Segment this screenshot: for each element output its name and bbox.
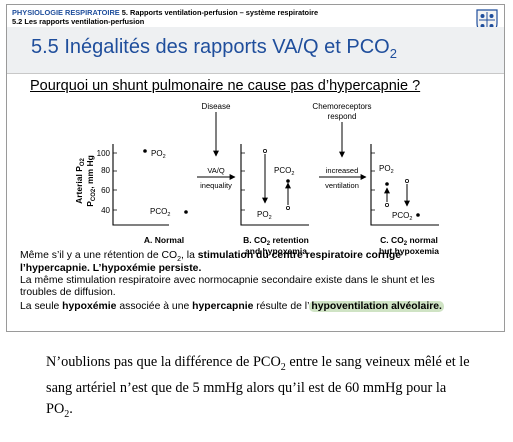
pco2-end-c <box>416 213 420 217</box>
chemoreceptors-label: Chemoreceptors <box>312 102 371 111</box>
po2-label-c: PO2 <box>379 164 394 175</box>
course-name: PHYSIOLOGIE RESPIRATOIRE <box>12 8 120 17</box>
po2-label-normal: PO2 <box>151 149 166 160</box>
disease-label: Disease <box>202 102 231 111</box>
y-tick-40: 40 <box>101 206 110 215</box>
caption-co2-normal-line2: but hypoxemia <box>379 246 439 256</box>
panel-co2-normal: PO2 PCO2 C. CO2 normal but hypoxemia <box>370 144 439 256</box>
body-line-2: l’hypercapnie. L’hypoxémie persiste. <box>20 263 202 274</box>
course-header: PHYSIOLOGIE RESPIRATOIRE 5. Rapports ven… <box>12 8 318 17</box>
body-line-3: La même stimulation respiratoire avec no… <box>20 275 435 286</box>
body-line-1: Même s’il y a une rétention de CO2, la s… <box>20 250 401 264</box>
po2-point-c <box>385 182 389 186</box>
pco2-start-b <box>285 206 290 211</box>
slide-title: 5.5 Inégalités des rapports VA/Q et PCO2 <box>31 36 397 61</box>
body-line-5: La seule hypoxémie associée à une hyperc… <box>20 301 444 312</box>
section-name: 5.2 Les rapports ventilation-perfusion <box>12 17 145 26</box>
panel-co2-retention: PO2 PCO2 B. CO2 retention and hypoxemia <box>240 144 309 256</box>
y-tick-100: 100 <box>97 149 111 158</box>
caption-co2-retention-line2: and hypoxemia <box>245 246 307 256</box>
footnote-paragraph: N’oublions pas que la différence de PCO2… <box>46 354 470 420</box>
po2-label-b: PO2 <box>257 210 272 221</box>
caption-co2-retention: B. CO2 retention <box>243 235 309 247</box>
y-tick-80: 80 <box>101 166 110 175</box>
caption-co2-normal: C. CO2 normal <box>380 235 438 247</box>
pco2-end-b <box>286 179 290 183</box>
increased-label: increased <box>326 166 359 175</box>
slide-question: Pourquoi un shunt pulmonaire ne cause pa… <box>30 78 421 94</box>
highlight-hypoventilation: hypoventilation alvéolaire. <box>309 301 444 312</box>
pco2-label-c: PCO2 <box>392 211 412 222</box>
inequality-label: inequality <box>200 181 232 190</box>
pco2-start-c <box>404 179 409 184</box>
slide: PHYSIOLOGIE RESPIRATOIRE 5. Rapports ven… <box>6 4 505 332</box>
pco2-label-normal: PCO2 <box>150 207 170 218</box>
y-axis-label-po2: Arterial PO2 <box>74 157 86 203</box>
title-band <box>7 27 504 74</box>
vaq-label: VA/Q <box>207 166 225 175</box>
pco2-label-b: PCO2 <box>274 166 294 177</box>
po2-start-b <box>262 149 267 154</box>
chapter-name: 5. Rapports ventilation-perfusion – syst… <box>121 8 319 17</box>
ventilation-label: ventilation <box>325 181 359 190</box>
caption-normal: A. Normal <box>144 235 184 245</box>
panel-normal: PO2 PCO2 A. Normal <box>112 144 188 245</box>
po2-point-normal <box>143 149 147 153</box>
respond-label: respond <box>328 112 357 121</box>
po2-start-c <box>384 203 389 208</box>
y-tick-60: 60 <box>101 186 110 195</box>
y-axis-label-pco2: PCO2, mm Hg <box>85 155 97 207</box>
shunt-hypercapnia-diagram: Arterial PO2 PCO2, mm Hg 100 80 60 40 PO… <box>74 102 439 256</box>
body-line-4: troubles de diffusion. <box>20 287 116 298</box>
pco2-point-normal <box>184 210 188 214</box>
